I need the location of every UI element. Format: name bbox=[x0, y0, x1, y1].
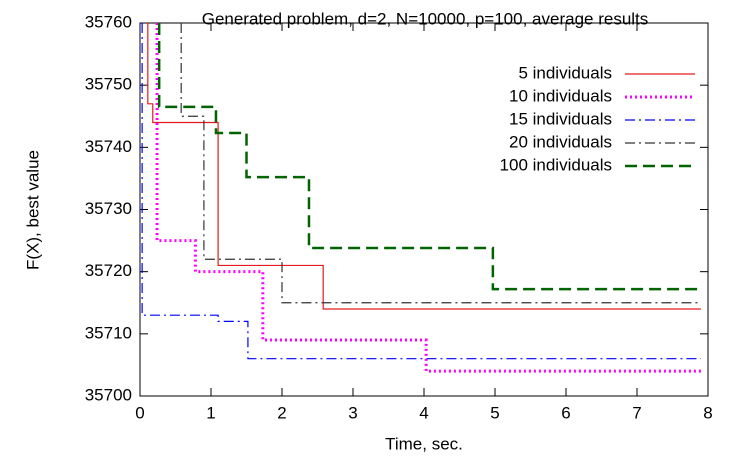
x-tick-label: 0 bbox=[135, 403, 144, 422]
legend-label: 20 individuals bbox=[509, 132, 612, 151]
plot-frame bbox=[139, 22, 709, 397]
legend-label: 5 individuals bbox=[518, 63, 612, 82]
y-tick-label: 35730 bbox=[85, 199, 132, 218]
legend-label: 10 individuals bbox=[509, 86, 612, 105]
series-line bbox=[155, 23, 701, 373]
x-tick-label: 8 bbox=[703, 403, 712, 422]
x-tick-label: 3 bbox=[348, 403, 357, 422]
y-tick-label: 35760 bbox=[85, 12, 132, 31]
x-tick-label: 5 bbox=[490, 403, 499, 422]
x-axis-label: Time, sec. bbox=[385, 434, 463, 453]
y-axis-label: F(X), best value bbox=[23, 150, 42, 270]
series-line bbox=[157, 23, 701, 291]
x-tick-label: 7 bbox=[632, 403, 641, 422]
y-tick-label: 35750 bbox=[85, 75, 132, 94]
y-tick-label: 35720 bbox=[85, 261, 132, 280]
series-line bbox=[141, 23, 701, 360]
x-tick-label: 6 bbox=[561, 403, 570, 422]
x-tick-label: 2 bbox=[277, 403, 286, 422]
series-line bbox=[147, 23, 701, 310]
x-tick-label: 4 bbox=[419, 403, 428, 422]
legend-label: 15 individuals bbox=[509, 109, 612, 128]
legend-label: 100 individuals bbox=[500, 155, 612, 174]
y-tick-label: 35740 bbox=[85, 137, 132, 156]
series-line bbox=[180, 23, 701, 304]
y-tick-label: 35700 bbox=[85, 385, 132, 404]
y-tick-label: 35710 bbox=[85, 323, 132, 342]
x-tick-label: 1 bbox=[206, 403, 215, 422]
chart-title: Generated problem, d=2, N=10000, p=100, … bbox=[202, 9, 649, 28]
